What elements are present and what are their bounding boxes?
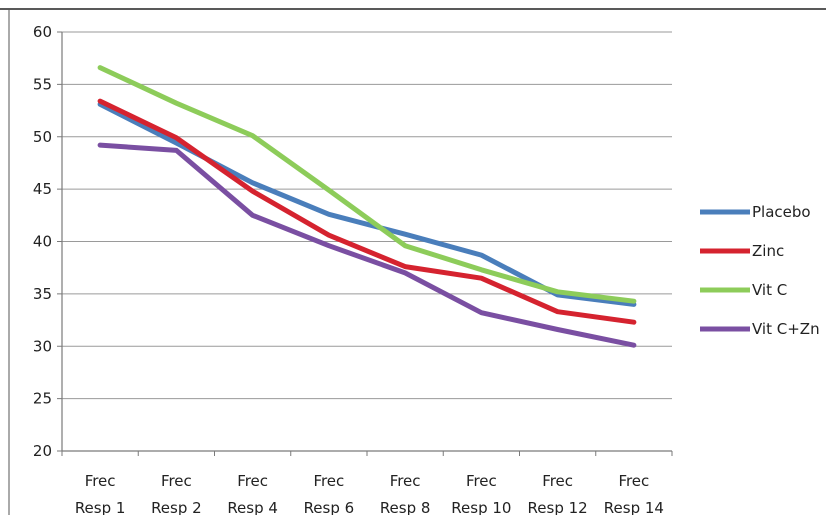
x-tick-label-line: Frec — [390, 472, 421, 490]
x-tick-label: Frec Resp 14 — [604, 472, 664, 515]
x-tick-label-line: Frec — [237, 472, 268, 490]
legend: Placebo Zinc Vit C Vit C+Zn — [700, 203, 820, 338]
y-axis-ticks: 20 25 30 35 40 45 50 55 60 — [33, 23, 62, 460]
y-tick-label: 60 — [33, 23, 52, 41]
x-tick-label: Frec Resp 6 — [304, 472, 355, 515]
series-line-placebo — [97, 101, 637, 307]
x-tick-label-line: Frec — [466, 472, 497, 490]
x-tick-label-line: Frec — [161, 472, 192, 490]
series-line-vit-c — [97, 65, 637, 304]
x-tick-label: Frec Resp 12 — [528, 472, 588, 515]
series-line-vit-c-zn — [97, 142, 637, 348]
x-tick-label-line: Frec — [313, 472, 344, 490]
legend-label-placebo: Placebo — [752, 203, 811, 221]
x-tick-label-line: Resp 8 — [380, 499, 431, 515]
x-tick-label-line: Resp 4 — [227, 499, 278, 515]
x-axis-ticks: Frec Resp 1 Frec Resp 2 Frec Resp 4 Frec Resp 6… — [61, 451, 673, 515]
series-line-zinc — [97, 98, 637, 325]
x-tick-label: Frec Resp 8 — [380, 472, 431, 515]
x-tick-label: Frec Resp 4 — [227, 472, 278, 515]
y-tick-label: 20 — [33, 442, 52, 460]
x-tick-label-line: Frec — [542, 472, 573, 490]
x-tick-label: Frec Resp 1 — [75, 472, 126, 515]
x-tick-label-line: Resp 12 — [528, 499, 588, 515]
gridlines — [62, 31, 672, 400]
y-tick-label: 50 — [33, 128, 52, 146]
legend-label-vit-c-zn: Vit C+Zn — [752, 320, 820, 338]
y-tick-label: 40 — [33, 233, 52, 251]
y-tick-label: 55 — [33, 75, 52, 93]
legend-label-zinc: Zinc — [752, 242, 784, 260]
x-tick-label-line: Resp 2 — [151, 499, 202, 515]
series-lines — [97, 65, 637, 348]
y-tick-label: 45 — [33, 180, 52, 198]
chart-frame — [0, 8, 826, 515]
y-tick-label: 30 — [33, 337, 52, 355]
x-tick-label-line: Resp 1 — [75, 499, 126, 515]
x-tick-label-line: Frec — [85, 472, 116, 490]
x-tick-label-line: Resp 14 — [604, 499, 664, 515]
legend-label-vit-c: Vit C — [752, 281, 787, 299]
x-tick-label-line: Frec — [618, 472, 649, 490]
y-tick-label: 35 — [33, 285, 52, 303]
y-tick-label: 25 — [33, 390, 52, 408]
x-tick-label-line: Resp 10 — [451, 499, 511, 515]
x-tick-label: Frec Resp 10 — [451, 472, 511, 515]
x-tick-label: Frec Resp 2 — [151, 472, 202, 515]
x-tick-label-line: Resp 6 — [304, 499, 355, 515]
